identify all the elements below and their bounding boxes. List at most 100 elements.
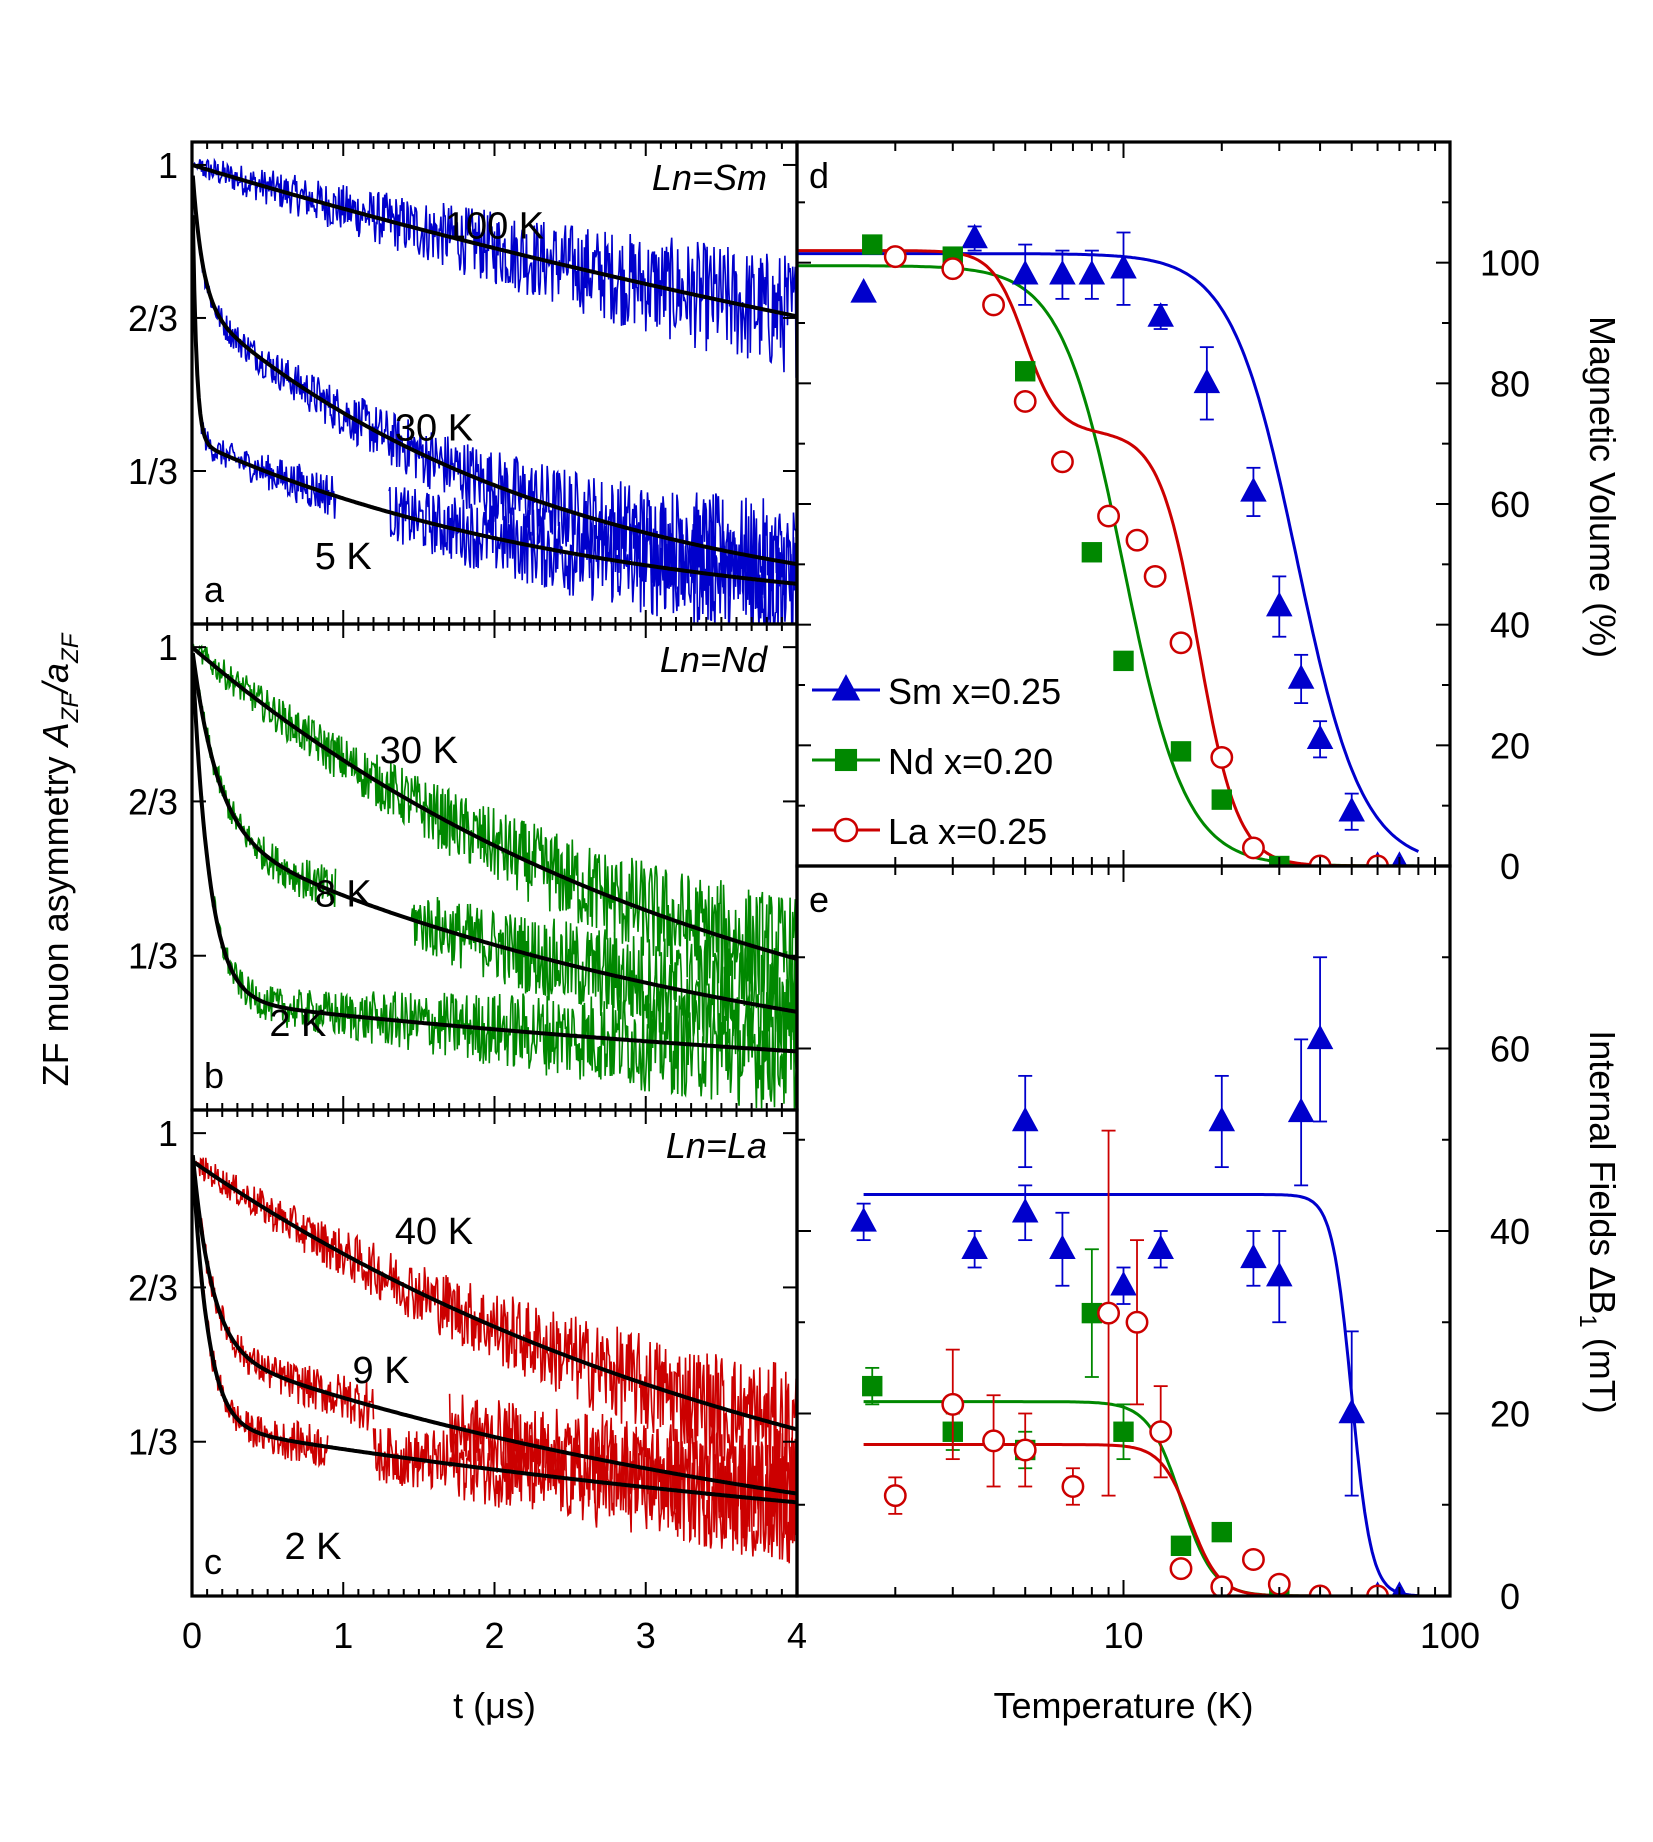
data-point-La: [1241, 1548, 1265, 1571]
data-point-Sm: [1338, 796, 1365, 822]
panel-letter: c: [204, 1541, 222, 1582]
data-point-Sm: [1306, 1024, 1334, 1050]
y-tick-label: 20: [1490, 725, 1530, 766]
y-title-sub2: ZF: [57, 632, 84, 664]
y-tick-label: 40: [1490, 1211, 1530, 1252]
panel-c-la: 40 K 9 K 2 K 1 2/3 1/3 Ln=La c: [128, 1108, 799, 1598]
data-point-Nd: [862, 234, 883, 255]
data-point-La: [1169, 1557, 1193, 1581]
data-point-La: [1097, 504, 1121, 528]
data-point-La: [1125, 1310, 1149, 1334]
data-trace-9K: [192, 1145, 797, 1550]
data-point-Nd: [862, 1375, 883, 1397]
data-point-Sm: [1147, 1234, 1174, 1259]
data-point-Sm: [1049, 259, 1076, 285]
data-point-Sm: [850, 1207, 877, 1232]
y-tick-label: 0: [1500, 1576, 1520, 1617]
data-point-Nd: [1015, 361, 1036, 382]
data-point-Sm: [1049, 1234, 1076, 1259]
x-tick-label: 1: [333, 1615, 353, 1656]
y-title-main: Internal Fields ΔB: [1582, 1030, 1623, 1314]
data-point-La: [1050, 450, 1074, 474]
data-point-La: [1097, 1301, 1121, 1325]
y-tick-label: 40: [1490, 605, 1530, 646]
data-point-La: [1143, 564, 1167, 588]
data-point-La: [1169, 631, 1193, 655]
x-axis-title-temperature: Temperature (K): [993, 1685, 1253, 1726]
panel-frame: [795, 864, 1452, 1598]
fit-curve-Sm: [863, 1193, 1419, 1596]
panel-b-nd: 30 K 8 K 2 K 1 2/3 1/3 Ln=Nd b: [128, 622, 799, 1112]
legend-label: La x=0.25: [888, 811, 1047, 852]
legend-marker: [833, 817, 859, 843]
legend-label: Sm x=0.25: [888, 671, 1061, 712]
plot-area: [797, 223, 1450, 866]
data-point-Sm: [1147, 302, 1174, 327]
y-tick-label: 80: [1490, 363, 1530, 404]
legend: Sm x=0.25 Nd x=0.20 La x=0.25: [812, 671, 1061, 852]
y-tick-label: 60: [1490, 484, 1530, 525]
data-point-La: [1149, 1420, 1173, 1444]
fit-line-100K: [192, 163, 797, 319]
series-label-100K: 100 K: [445, 205, 544, 247]
y-title-unit: (mT): [1582, 1328, 1623, 1414]
data-point-Sm: [961, 1234, 988, 1259]
data-point-Nd: [1081, 542, 1103, 563]
y-title-sub1: ZF: [57, 692, 84, 724]
y-axis-title-asymmetry: ZF muon asymmetry AZF/aZF: [35, 632, 84, 1086]
series-label-9K: 9 K: [353, 1350, 410, 1392]
data-point-Nd: [1211, 789, 1232, 810]
data-point-Sm: [1287, 1097, 1315, 1123]
y-tick-label: 60: [1490, 1029, 1530, 1070]
plot-area: [850, 956, 1450, 1596]
data-point-Nd: [1170, 741, 1192, 762]
data-point-Sm: [850, 278, 877, 303]
data-point-Sm: [1240, 1243, 1267, 1269]
data-point-La: [1241, 836, 1265, 860]
y-tick-label: 1/3: [128, 451, 178, 492]
data-point-Sm: [1011, 259, 1039, 285]
data-point-La: [883, 1484, 907, 1508]
x-tick-label: 4: [787, 1615, 807, 1656]
plot-area: [192, 157, 797, 624]
data-point-La: [1210, 745, 1234, 769]
data-point-Nd: [1113, 1421, 1134, 1442]
data-point-Nd: [1081, 1302, 1103, 1324]
fit-line-8K: [192, 652, 797, 1014]
x-tick-label: 10: [1103, 1615, 1143, 1656]
y-title-A: A: [35, 722, 76, 748]
data-point-Sm: [1110, 253, 1137, 279]
x-tick-label: 0: [182, 1615, 202, 1656]
data-point-Sm: [1078, 259, 1106, 285]
y-tick-label: 1: [158, 145, 178, 186]
y-tick-label: 1/3: [128, 936, 178, 977]
y-tick-label: 0: [1500, 846, 1520, 887]
data-point-Nd: [1170, 1535, 1192, 1557]
plot-area: [192, 643, 797, 1110]
series-label-2K: 2 K: [284, 1526, 341, 1568]
fit-line-30K: [192, 646, 797, 961]
data-point-Sm: [1193, 368, 1221, 394]
data-trace-100K: [192, 157, 797, 380]
y-tick-label: 2/3: [128, 1267, 178, 1308]
data-point-Sm: [1306, 724, 1334, 750]
data-point-La: [1210, 1575, 1234, 1596]
data-point-La: [1125, 528, 1149, 552]
panel-title: Ln=Nd: [660, 639, 768, 680]
data-point-La: [883, 245, 907, 269]
data-trace-40K: [192, 1157, 797, 1488]
data-point-La: [1013, 389, 1037, 413]
series-label-8K: 8 K: [315, 873, 372, 915]
data-trace-30K: [192, 643, 797, 1019]
y-title-slash: /a: [35, 663, 76, 696]
panel-letter: e: [809, 879, 829, 920]
data-point-Sm: [1266, 1261, 1293, 1287]
fit-curve-La: [863, 1443, 1450, 1596]
y-tick-label: 1/3: [128, 1422, 178, 1463]
y-tick-label: 2/3: [128, 781, 178, 822]
data-point-La: [982, 293, 1006, 317]
y-axis-title-internal-fields: Internal Fields ΔB1 (mT): [1574, 1030, 1623, 1414]
data-point-Sm: [961, 223, 988, 249]
series-label-2K: 2 K: [269, 1003, 326, 1045]
